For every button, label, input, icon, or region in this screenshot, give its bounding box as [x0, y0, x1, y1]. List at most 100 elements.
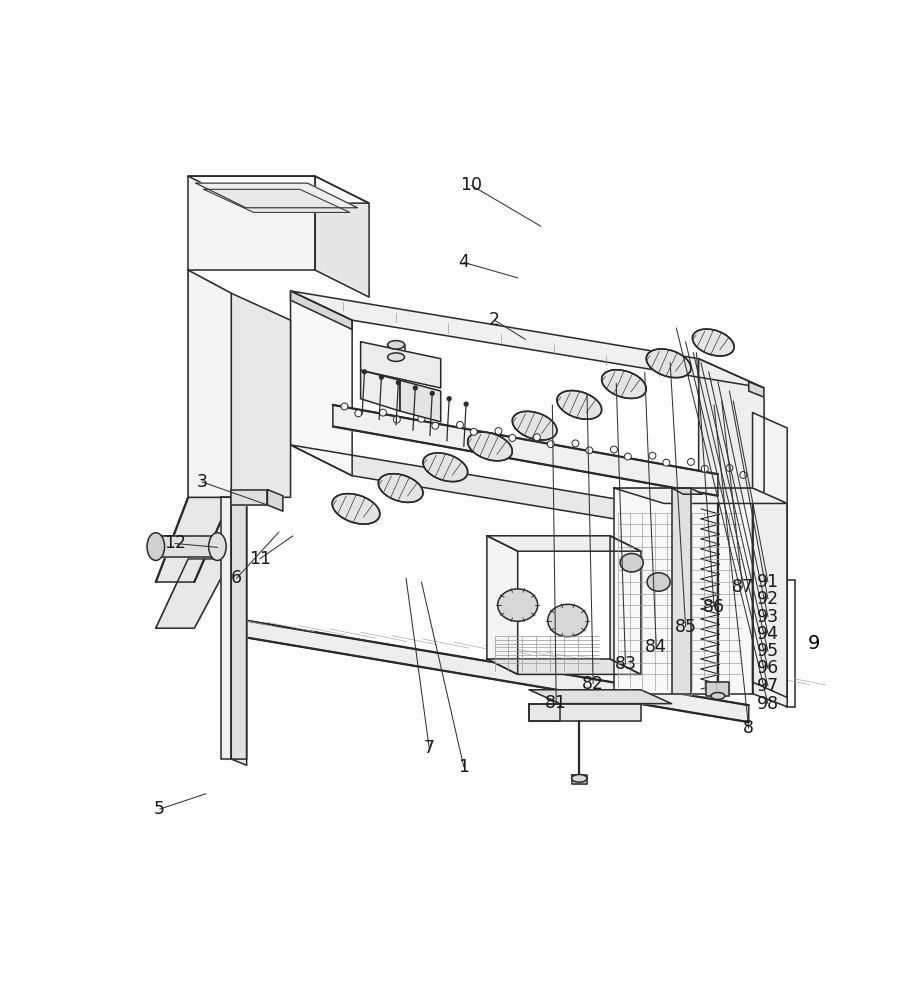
Polygon shape [671, 488, 690, 694]
Circle shape [341, 403, 347, 410]
Circle shape [494, 428, 502, 435]
Ellipse shape [387, 341, 404, 349]
Polygon shape [752, 488, 787, 707]
Text: 2: 2 [489, 311, 500, 329]
Text: 96: 96 [756, 659, 778, 677]
Polygon shape [528, 704, 560, 721]
Circle shape [456, 421, 463, 428]
Polygon shape [155, 536, 217, 557]
Polygon shape [333, 405, 717, 496]
Ellipse shape [387, 353, 404, 361]
Polygon shape [613, 488, 787, 503]
Polygon shape [290, 291, 352, 476]
Circle shape [547, 441, 553, 448]
Text: 86: 86 [702, 598, 724, 616]
Text: 93: 93 [756, 608, 778, 626]
Circle shape [470, 428, 477, 435]
Polygon shape [400, 380, 440, 422]
Polygon shape [486, 536, 641, 551]
Polygon shape [187, 176, 315, 270]
Text: 94: 94 [756, 625, 778, 643]
Ellipse shape [423, 453, 467, 482]
Circle shape [417, 415, 425, 422]
Polygon shape [290, 291, 764, 388]
Polygon shape [231, 497, 246, 759]
Polygon shape [290, 291, 352, 329]
Text: 95: 95 [756, 642, 778, 660]
Circle shape [508, 435, 516, 441]
Ellipse shape [378, 474, 423, 502]
Polygon shape [155, 559, 231, 628]
Circle shape [396, 381, 400, 384]
Polygon shape [613, 488, 752, 694]
Polygon shape [203, 189, 349, 212]
Text: 4: 4 [458, 253, 469, 271]
Polygon shape [752, 413, 787, 698]
Text: 10: 10 [460, 176, 482, 194]
Circle shape [725, 465, 732, 472]
Ellipse shape [497, 589, 537, 621]
Polygon shape [698, 359, 764, 544]
Polygon shape [236, 619, 748, 722]
Polygon shape [196, 183, 357, 208]
Circle shape [431, 422, 438, 429]
Polygon shape [290, 445, 764, 544]
Polygon shape [315, 176, 369, 297]
Circle shape [624, 453, 630, 460]
Ellipse shape [147, 533, 165, 560]
Circle shape [379, 375, 383, 379]
Text: 6: 6 [231, 569, 242, 587]
Polygon shape [528, 704, 641, 721]
Text: 5: 5 [154, 800, 165, 818]
Polygon shape [231, 293, 290, 497]
Polygon shape [360, 370, 400, 411]
Circle shape [413, 386, 416, 390]
Text: 83: 83 [614, 655, 636, 673]
Circle shape [572, 440, 578, 447]
Text: 7: 7 [423, 739, 434, 757]
Polygon shape [231, 490, 267, 505]
Text: 9: 9 [807, 634, 820, 653]
Text: 98: 98 [756, 695, 778, 713]
Polygon shape [748, 382, 764, 397]
Circle shape [739, 472, 746, 478]
Circle shape [430, 391, 434, 395]
Polygon shape [486, 536, 517, 674]
Polygon shape [267, 490, 282, 511]
Text: 81: 81 [545, 694, 567, 712]
Polygon shape [187, 270, 231, 497]
Circle shape [700, 465, 708, 472]
Polygon shape [187, 176, 369, 203]
Ellipse shape [692, 329, 733, 356]
Polygon shape [671, 488, 702, 494]
Ellipse shape [619, 554, 642, 572]
Polygon shape [155, 497, 231, 582]
Ellipse shape [556, 391, 601, 419]
Text: 8: 8 [743, 719, 754, 737]
Ellipse shape [332, 494, 380, 524]
Polygon shape [486, 659, 641, 674]
Ellipse shape [512, 411, 556, 440]
Circle shape [610, 446, 617, 453]
Ellipse shape [646, 573, 669, 591]
Circle shape [686, 458, 694, 465]
Text: 85: 85 [674, 618, 696, 636]
Ellipse shape [547, 604, 587, 637]
Text: 3: 3 [197, 473, 208, 491]
Polygon shape [231, 497, 246, 765]
Text: 87: 87 [731, 578, 753, 596]
Polygon shape [706, 682, 729, 696]
Text: 84: 84 [644, 638, 666, 656]
Ellipse shape [601, 370, 645, 398]
Ellipse shape [467, 432, 512, 461]
Circle shape [533, 434, 539, 441]
Ellipse shape [710, 692, 724, 699]
Text: 11: 11 [248, 550, 270, 568]
Circle shape [379, 409, 386, 416]
Circle shape [464, 402, 468, 406]
Polygon shape [187, 270, 231, 497]
Text: 12: 12 [164, 534, 186, 552]
Ellipse shape [571, 774, 586, 782]
Polygon shape [571, 774, 586, 784]
Text: 97: 97 [756, 677, 778, 695]
